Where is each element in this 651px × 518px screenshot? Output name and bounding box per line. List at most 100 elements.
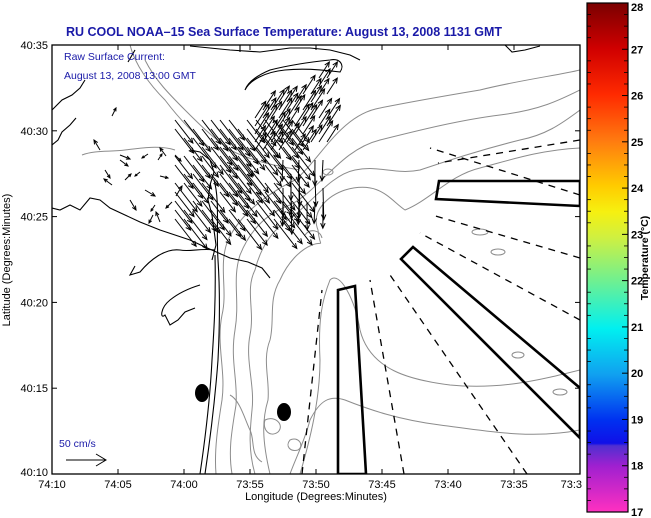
radar-site-marker — [277, 403, 291, 421]
current-vector-arrow — [159, 175, 170, 180]
colorbar-ticks: 28 27 26 25 24 23 22 21 20 19 18 17 — [587, 2, 644, 518]
current-vector-arrow — [155, 210, 161, 223]
current-vector-arrow — [246, 173, 271, 204]
current-vector-arrow — [310, 124, 323, 143]
radar-site-marker — [195, 384, 209, 402]
current-vector-arrow — [270, 123, 284, 143]
current-vector-arrow — [183, 182, 203, 207]
current-vector-arrow — [237, 191, 258, 218]
current-vector-arrow — [255, 209, 279, 240]
current-vector-arrow — [282, 164, 306, 195]
map-plot-area: 50 cm/s Raw Surface Current: August 13, … — [52, 45, 580, 474]
current-vector-arrow — [210, 218, 232, 246]
colorbar-tick-label: 19 — [631, 414, 643, 426]
current-vector-arrow — [302, 125, 314, 143]
current-vector-arrow — [111, 106, 117, 117]
current-vector-arrow — [291, 164, 310, 189]
x-tick-label: 73:40 — [434, 479, 462, 491]
current-vector-arrow — [246, 218, 268, 247]
current-vector-arrow — [262, 115, 275, 135]
current-vector-arrow — [278, 107, 291, 127]
current-vector-arrow — [246, 164, 269, 194]
current-vector-arrow — [174, 218, 197, 248]
current-vector-arrow — [210, 209, 232, 237]
y-tick-label: 40:10 — [20, 467, 48, 479]
current-vector-arrow — [278, 85, 290, 103]
current-vector-arrow — [93, 138, 101, 151]
current-vector-arrow — [174, 119, 194, 145]
current-vector-arrow — [254, 100, 267, 119]
current-vector-arrow — [318, 67, 331, 87]
current-vector-arrow — [291, 218, 313, 246]
y-tick-label: 40:35 — [20, 40, 48, 52]
current-vector-arrow — [165, 201, 173, 209]
current-vector-arrow — [129, 199, 137, 212]
colorbar-tick-label: 20 — [631, 368, 643, 380]
current-vector-arrow — [291, 137, 312, 163]
current-vector-arrow — [310, 99, 324, 119]
current-vector-arrow — [326, 97, 341, 119]
x-tick-label: 74:05 — [104, 479, 132, 491]
x-tick-label: 73:35 — [500, 479, 528, 491]
current-vector-arrow — [219, 191, 237, 213]
figure-title: RU COOL NOAA–15 Sea Surface Temperature:… — [66, 25, 502, 39]
current-vector-arrow — [255, 146, 279, 176]
colorbar-tick-label: 21 — [631, 322, 643, 334]
current-vector-arrow — [326, 104, 341, 127]
colorbar-tick-label: 18 — [631, 461, 643, 473]
colorbar: 28 27 26 25 24 23 22 21 20 19 18 17 Temperature (°C… — [586, 2, 651, 518]
current-vector-arrow — [262, 118, 278, 143]
current-vector-arrow — [228, 164, 252, 195]
current-vector-arrow — [246, 128, 270, 159]
current-vector-arrow — [311, 201, 317, 225]
current-vector-arrow — [183, 218, 208, 250]
current-vector-arrow — [278, 116, 291, 135]
current-vector-arrow — [148, 214, 154, 225]
current-vector-arrow — [183, 137, 203, 163]
y-tick-label: 40:20 — [20, 297, 48, 309]
current-vector-arrow — [291, 209, 316, 241]
current-vector-arrow — [294, 133, 306, 151]
current-vector-arrow — [319, 159, 325, 182]
y-tick-label: 40:25 — [20, 212, 48, 224]
current-vector-arrow — [270, 100, 283, 119]
colorbar-label: Temperature (°C) — [639, 216, 651, 301]
current-vector-arrow — [104, 169, 111, 180]
current-vector-arrow — [326, 60, 339, 79]
colorbar-tick-label: 26 — [631, 91, 643, 103]
current-vector-arrow — [318, 97, 333, 119]
y-tick-label: 40:30 — [20, 126, 48, 138]
current-vector-arrow — [273, 218, 298, 250]
current-vector-arrow — [318, 108, 331, 127]
current-vector-arrow — [326, 123, 339, 143]
current-vector-arrow — [255, 191, 276, 217]
colorbar-tick-label: 27 — [631, 44, 643, 56]
current-vector-arrow — [264, 164, 283, 188]
current-vector-arrow — [286, 85, 298, 103]
current-vector-arrow — [246, 209, 269, 238]
colorbar-tick-label: 28 — [631, 2, 643, 14]
colorbar-tick-label: 22 — [631, 276, 643, 288]
current-annotation-line2: August 13, 2008 13:00 GMT — [64, 70, 197, 82]
current-vector-arrow — [119, 159, 129, 167]
current-vector-arrow — [246, 146, 266, 171]
x-tick-label: 74:00 — [170, 479, 198, 491]
current-vector-arrow — [278, 89, 293, 111]
current-vector-arrow — [313, 173, 319, 208]
current-vector-arrow — [326, 77, 338, 95]
current-vector-arrow — [254, 132, 267, 151]
current-vector-arrow — [278, 129, 293, 151]
current-vector-arrow — [140, 153, 149, 159]
current-vector-arrow — [302, 74, 316, 95]
current-vector-arrow — [201, 146, 224, 176]
current-vector-arrow — [291, 119, 311, 144]
current-vector-arrow — [192, 128, 212, 153]
current-vector-arrow — [286, 92, 299, 111]
x-tick-label: 73:55 — [236, 479, 264, 491]
current-vector-arrow — [134, 171, 141, 177]
current-vector-arrow — [318, 77, 330, 95]
colorbar-tick-label: 24 — [631, 183, 644, 195]
current-annotation-line1: Raw Surface Current: — [64, 51, 165, 63]
x-tick-label: 73:3 — [561, 479, 582, 491]
